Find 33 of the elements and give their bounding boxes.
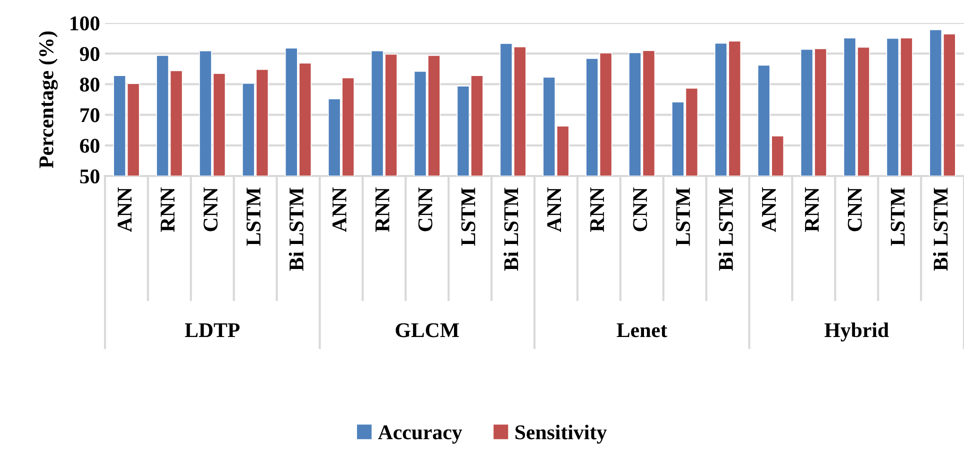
y-tick-label: 70	[80, 108, 100, 122]
x-tick-label: CNN	[633, 187, 648, 232]
y-tick-label: 60	[80, 138, 100, 153]
x-tick-label: RNN	[590, 187, 604, 232]
text: Hybrid	[824, 322, 889, 342]
x-tick-label: ANN	[547, 187, 561, 232]
x-tick-label: LSTM	[461, 188, 476, 246]
text: LDTP	[184, 323, 240, 338]
y-tick-label: 90	[80, 46, 100, 62]
y-tick-label: 80	[80, 78, 100, 92]
y-tick-label: 50	[80, 169, 100, 184]
x-tick-label: RNN	[376, 187, 390, 232]
legend-label: Sensitivity	[516, 424, 607, 444]
x-tick-label: Bi LSTM	[288, 188, 304, 271]
text: Lenet	[616, 323, 668, 338]
x-tick-label: Bi LSTM	[933, 188, 948, 271]
x-tick-label: CNN	[418, 187, 432, 232]
legend-label: Accuracy	[378, 425, 462, 444]
y-tick-label: 100	[70, 16, 100, 30]
x-tick-label: ANN	[762, 187, 776, 232]
y-axis-title: Percentage (%)	[38, 31, 58, 168]
x-tick-label: LSTM	[890, 188, 905, 246]
x-tick-label: Bi LSTM	[504, 188, 518, 271]
x-tick-label: Bi LSTM	[718, 188, 733, 271]
x-tick-label: CNN	[204, 187, 218, 232]
x-tick-label: ANN	[118, 187, 132, 232]
x-tick-label: CNN	[848, 187, 862, 232]
x-tick-label: ANN	[332, 187, 346, 232]
x-tick-label: RNN	[160, 187, 174, 232]
text: GLCM	[396, 323, 459, 338]
x-tick-label: LSTM	[676, 188, 690, 246]
x-tick-label: RNN	[805, 187, 819, 232]
x-tick-label: LSTM	[246, 188, 261, 246]
